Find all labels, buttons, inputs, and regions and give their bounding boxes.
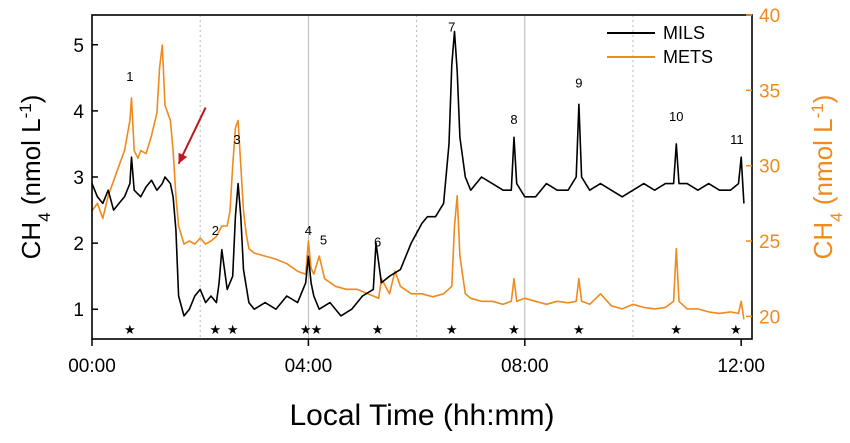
y-right-tick-label: 20 [759, 307, 780, 328]
grid-lines [199, 15, 634, 339]
y-left-tick-label: 3 [73, 168, 84, 189]
y-left-tick-label: 1 [73, 300, 84, 321]
annotations: 1 2 3 45 6 7 8 9 10 11 [126, 20, 743, 250]
y-right-tick-label: 30 [759, 157, 780, 178]
peak-label: 6 [374, 234, 381, 249]
series-line-mets [91, 44, 745, 320]
y-left-tick-label: 5 [73, 36, 84, 57]
star-markers: ★ ★ ★ ★ ★ ★ ★ ★ ★ ★ ★ [124, 322, 742, 337]
x-tick-label: 00:00 [68, 356, 116, 377]
plot-frame [91, 14, 753, 340]
y-axis-label-left: CH4 (nmol L-1) [16, 95, 54, 260]
y-left-tick-label: 4 [73, 102, 84, 123]
star-marker: ★ [508, 322, 520, 337]
star-marker: ★ [573, 322, 585, 337]
star-marker: ★ [300, 322, 312, 337]
y-right-subscript: 4 [827, 212, 846, 221]
y-right-tick-label: 40 [759, 6, 780, 27]
star-marker: ★ [311, 322, 323, 337]
peak-label: 9 [575, 76, 582, 91]
series-lines [91, 30, 745, 320]
y-axis-label-right: CH4 (nmol L-1) [808, 95, 846, 260]
peak-label: 2 [212, 223, 219, 238]
arrow-shaft [177, 107, 207, 165]
x-axis-label: Local Time (hh:mm) [289, 399, 554, 432]
y-left-exponent: -1 [16, 103, 35, 118]
peak-label: 11 [730, 132, 744, 147]
legend-label-mets: METS [663, 47, 713, 67]
star-marker: ★ [372, 322, 384, 337]
peak-label: 4 [305, 223, 312, 238]
y-left-tick-label: 2 [73, 234, 84, 255]
star-marker: ★ [446, 322, 458, 337]
star-marker: ★ [227, 322, 239, 337]
y-right-exponent: -1 [808, 103, 827, 118]
star-marker: ★ [124, 322, 136, 337]
star-marker: ★ [730, 322, 742, 337]
peak-label: 8 [510, 112, 517, 127]
peak-label: 3 [233, 132, 240, 147]
legend: MILS METS [607, 23, 713, 67]
peak-label: 7 [448, 20, 455, 35]
legend-label-mils: MILS [663, 23, 705, 43]
y-right-tick-label: 25 [759, 232, 780, 253]
y-left-subscript: 4 [35, 212, 54, 221]
x-tick-label: 12:00 [717, 356, 765, 377]
x-tick-label: 04:00 [285, 356, 333, 377]
peak-label: 1 [126, 69, 133, 84]
arrow-head [178, 152, 188, 164]
x-tick-label: 08:00 [501, 356, 549, 377]
y-right-tick-label: 35 [759, 81, 780, 102]
peak-label: 10 [669, 109, 683, 124]
star-marker: ★ [670, 322, 682, 337]
star-marker: ★ [210, 322, 222, 337]
peak-label: 5 [320, 232, 327, 247]
series-line-mils [91, 30, 745, 317]
